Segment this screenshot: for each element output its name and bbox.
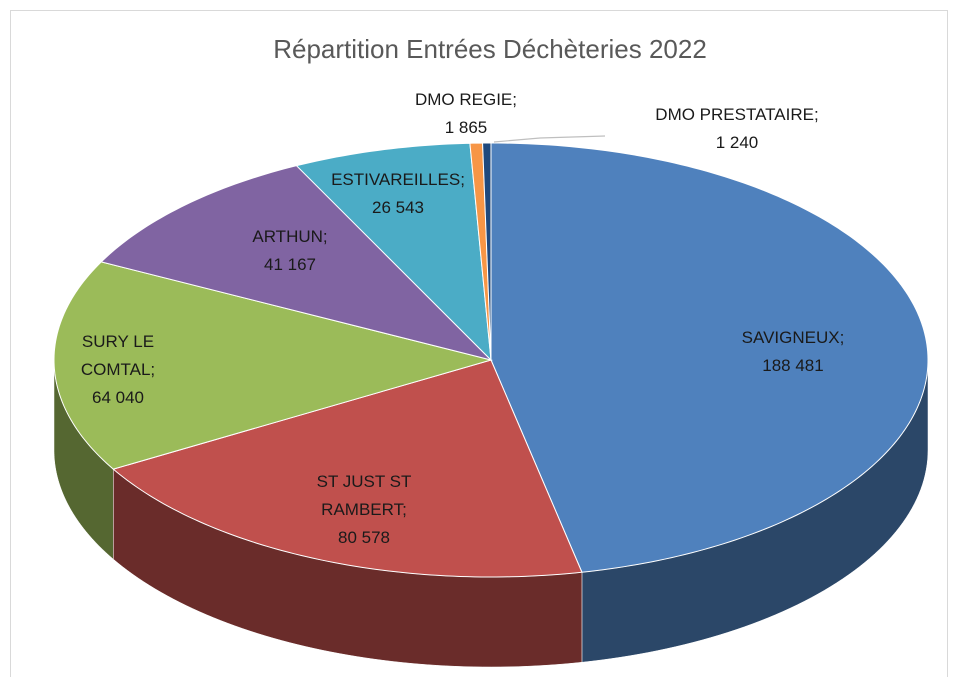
data-label-name: SAVIGNEUX; <box>741 328 845 347</box>
slice <box>490 142 929 573</box>
data-label-value: 41 167 <box>264 255 316 274</box>
data-label-name: SURY LE COMTAL; <box>80 332 156 379</box>
slice <box>112 359 583 578</box>
data-label-value: 1 865 <box>444 118 488 137</box>
leader-line <box>493 135 606 143</box>
data-label-name: DMO PRESTATAIRE; <box>655 105 819 124</box>
data-label-name: ESTIVAREILLES; <box>331 170 465 189</box>
slice <box>53 261 493 470</box>
chart-title: Répartition Entrées Déchèteries 2022 <box>273 34 707 64</box>
data-label-value: 1 240 <box>715 133 759 152</box>
slice <box>482 142 492 361</box>
chart-frame <box>10 10 948 677</box>
data-label-value: 188 481 <box>762 356 824 375</box>
data-label-value: 80 578 <box>338 528 390 547</box>
data-label-name: DMO REGIE; <box>414 90 517 109</box>
data-label-name: ARTHUN; <box>252 227 328 246</box>
slice <box>100 165 493 361</box>
data-label-value: 26 543 <box>372 198 424 217</box>
slice <box>295 142 492 362</box>
data-label-name: ST JUST ST RAMBERT; <box>316 472 412 519</box>
data-label-value: 64 040 <box>92 388 144 407</box>
